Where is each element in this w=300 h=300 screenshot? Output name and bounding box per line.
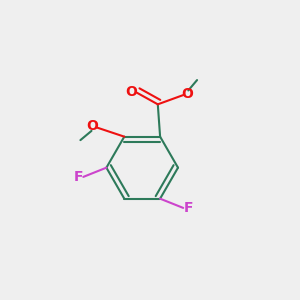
Text: F: F — [74, 170, 83, 184]
Text: O: O — [182, 87, 193, 101]
Text: O: O — [86, 119, 98, 133]
Text: F: F — [184, 201, 193, 215]
Text: O: O — [125, 85, 137, 99]
